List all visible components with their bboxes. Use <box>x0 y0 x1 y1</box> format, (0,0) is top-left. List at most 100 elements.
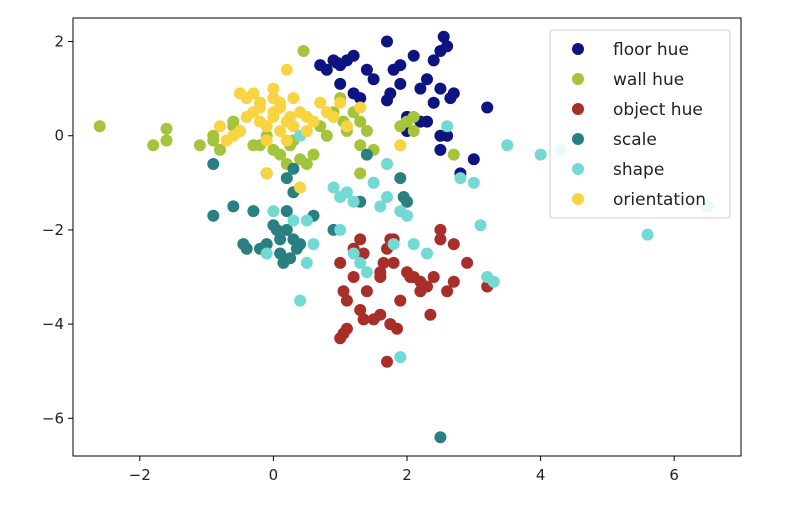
data-point <box>284 110 297 123</box>
data-point <box>401 195 413 208</box>
data-point <box>447 238 460 251</box>
data-point <box>407 49 420 62</box>
legend-item: floor hue <box>572 40 689 60</box>
legend-item: scale <box>572 130 657 150</box>
data-point <box>260 134 273 147</box>
data-point <box>441 285 454 298</box>
data-point <box>394 59 407 72</box>
data-point <box>214 143 226 156</box>
data-point <box>434 233 447 246</box>
data-point <box>280 134 293 147</box>
legend-item: shape <box>572 160 664 180</box>
data-point <box>467 153 480 166</box>
legend-label: scale <box>613 130 657 150</box>
data-point <box>434 223 447 236</box>
data-point <box>391 322 403 335</box>
data-point <box>274 247 287 260</box>
data-point <box>334 96 347 109</box>
data-point <box>294 181 307 194</box>
data-point <box>254 96 266 109</box>
data-point <box>394 351 407 364</box>
data-point <box>360 266 373 279</box>
data-point <box>354 101 367 114</box>
x-tick-label: 0 <box>269 466 279 484</box>
data-point <box>447 275 460 288</box>
data-point <box>347 271 360 283</box>
data-point <box>401 209 413 222</box>
data-point <box>534 148 547 161</box>
data-point <box>337 285 350 298</box>
data-point <box>467 176 480 189</box>
data-point <box>274 148 287 161</box>
legend-box <box>549 29 731 219</box>
x-tick-label: −2 <box>129 466 151 484</box>
legend-marker <box>572 103 584 115</box>
data-point <box>487 275 500 288</box>
data-point <box>234 125 246 137</box>
data-point <box>300 125 313 137</box>
series-floor-hue <box>314 30 494 180</box>
data-point <box>437 30 450 43</box>
data-point <box>474 219 487 232</box>
data-point <box>287 162 300 175</box>
data-point <box>160 134 173 147</box>
data-point <box>300 256 313 269</box>
data-point <box>240 110 253 123</box>
y-tick-label: −2 <box>42 221 64 239</box>
data-point <box>260 238 273 251</box>
data-point <box>160 122 173 135</box>
data-point <box>357 247 370 260</box>
series-wall-hue <box>93 45 460 180</box>
x-tick-label: 6 <box>669 466 679 484</box>
data-point <box>367 73 380 86</box>
data-point <box>207 129 220 142</box>
data-point <box>294 294 307 307</box>
data-point <box>441 40 454 53</box>
x-tick-label: 4 <box>536 466 546 484</box>
data-point <box>394 139 407 152</box>
data-point <box>193 139 206 152</box>
data-point <box>297 45 310 57</box>
data-point <box>367 176 380 189</box>
data-point <box>227 200 240 213</box>
data-point <box>274 125 287 137</box>
data-point <box>287 214 300 227</box>
legend-marker <box>572 163 584 175</box>
data-point <box>447 148 460 161</box>
legend-label: floor hue <box>613 40 689 60</box>
legend-marker <box>572 193 584 205</box>
data-point <box>260 167 273 180</box>
data-point <box>354 304 367 316</box>
data-point <box>260 247 273 260</box>
data-point <box>434 82 447 95</box>
data-point <box>427 54 440 67</box>
data-point <box>374 308 387 321</box>
data-point <box>360 63 373 76</box>
data-point <box>334 77 347 90</box>
y-tick-label: −6 <box>42 409 64 427</box>
y-tick-label: 0 <box>54 127 64 145</box>
data-point <box>394 77 407 90</box>
data-point <box>270 223 283 236</box>
data-point <box>247 87 260 100</box>
data-point <box>147 139 160 152</box>
data-point <box>240 242 253 255</box>
data-point <box>354 167 367 180</box>
data-point <box>314 96 327 109</box>
data-point <box>274 233 287 246</box>
data-point <box>381 191 393 203</box>
data-point <box>441 120 454 133</box>
legend-label: shape <box>613 160 664 180</box>
data-point <box>374 200 387 213</box>
y-tick-label: 2 <box>54 33 64 51</box>
data-point <box>284 252 297 265</box>
data-point <box>327 110 340 123</box>
x-tick-label: 2 <box>402 466 412 484</box>
data-point <box>267 82 280 95</box>
points-layer <box>93 30 714 444</box>
axes-layer: −2 0 2 4 6 2 0 −2 −4 −6 <box>42 33 679 484</box>
legend-label: orientation <box>613 190 706 210</box>
data-point <box>381 94 393 107</box>
data-point <box>227 115 240 128</box>
data-point <box>407 125 420 137</box>
